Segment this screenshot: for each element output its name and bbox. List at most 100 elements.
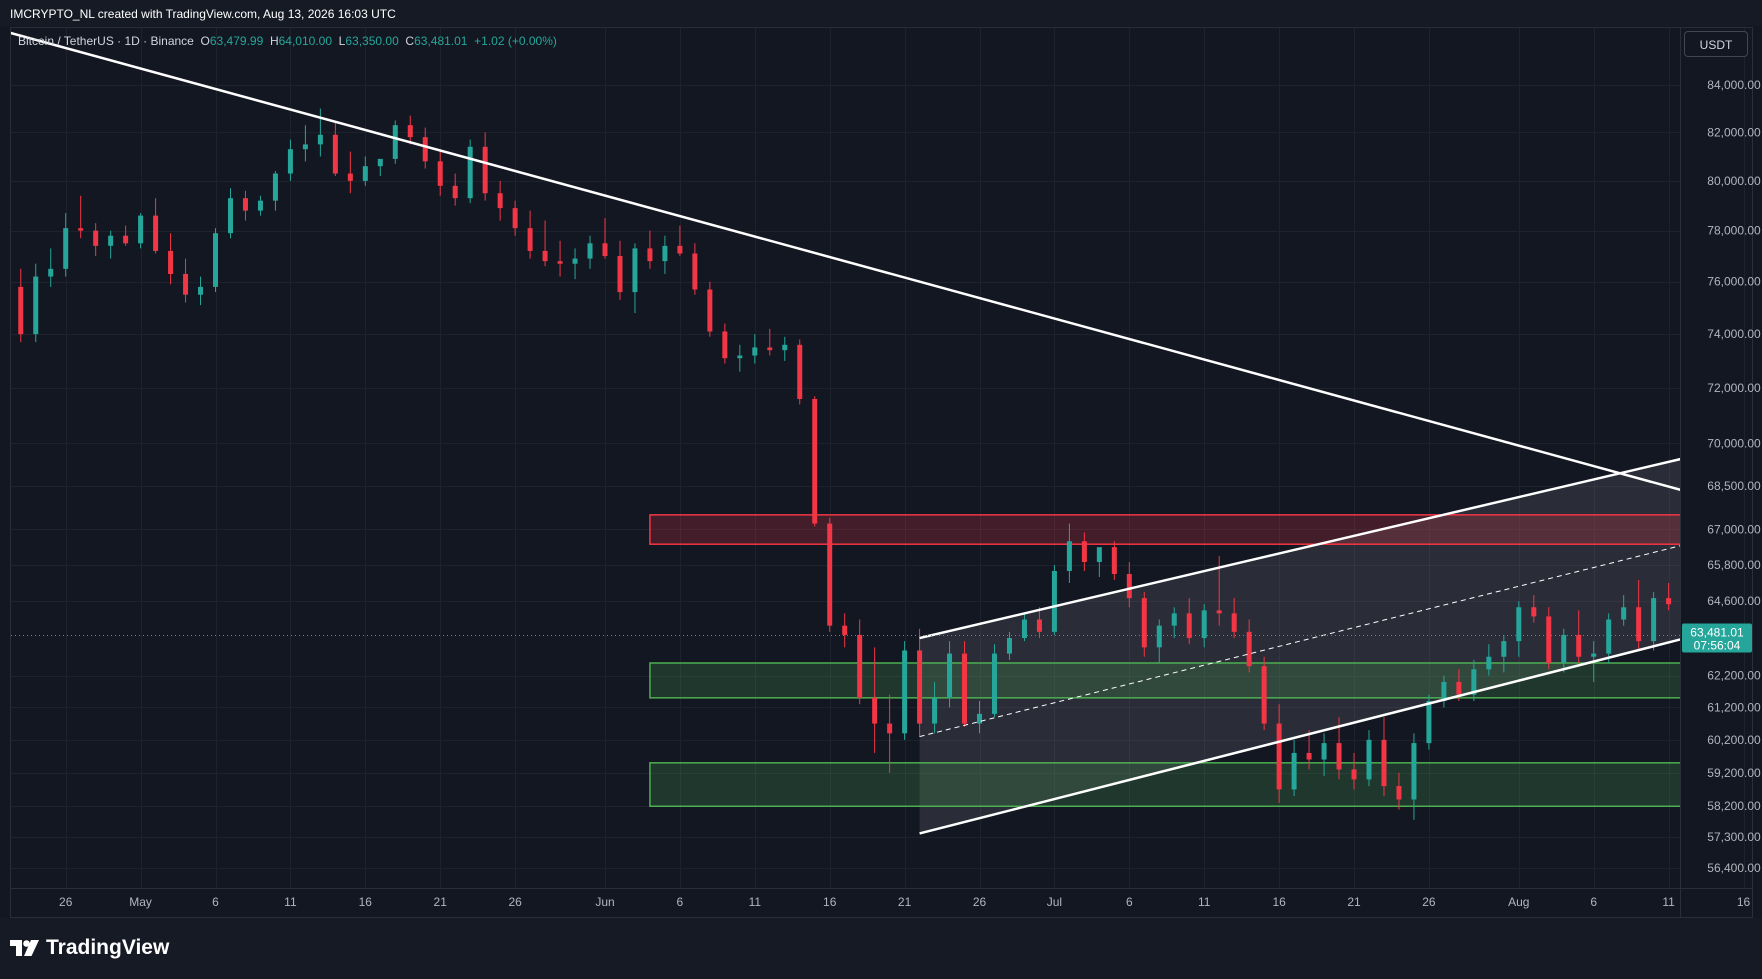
candle [782, 336, 788, 361]
support-zone-2 [649, 762, 1680, 807]
candle [677, 225, 683, 257]
price-tick-label: 62,200.00 [1707, 669, 1761, 683]
candle-body [677, 245, 683, 254]
candle [332, 122, 338, 176]
candle-body [557, 261, 563, 264]
candle [18, 268, 24, 343]
price-tick-label: 64,600.00 [1707, 594, 1761, 608]
footer-bar [0, 918, 1762, 979]
candle-body [1621, 607, 1627, 620]
candle-body [632, 248, 638, 293]
candle-body [692, 253, 698, 290]
candle-body [1651, 598, 1657, 642]
candle [991, 644, 997, 718]
candle [1186, 598, 1192, 645]
candle-body [587, 243, 593, 259]
candle-body [497, 193, 503, 209]
candle-body [1336, 743, 1342, 770]
downtrend-line [11, 31, 1680, 491]
time-tick-label: 26 [59, 895, 73, 909]
candle-body [1366, 739, 1372, 780]
candle-body [377, 158, 383, 167]
candle [302, 125, 308, 162]
candle [1231, 598, 1237, 639]
price-tick-label: 84,000.00 [1707, 78, 1761, 92]
candle-body [1021, 619, 1027, 639]
candle-body [1606, 619, 1612, 654]
candle-body [1441, 681, 1447, 702]
time-tick-label: 21 [434, 895, 448, 909]
price-axis: 84,000.00 82,000.00 80,000.00 78,000.00 76,0… [1707, 78, 1761, 875]
candle-body [962, 653, 968, 724]
plot-area [3, 31, 1686, 835]
candle-body [3, 287, 8, 337]
candle-body [1666, 598, 1672, 605]
candle-body [932, 697, 938, 724]
candle-body [1636, 607, 1642, 642]
symbol-legend[interactable]: Bitcoin / TetherUS · 1D · Binance O63,47… [18, 34, 557, 48]
candle-body [437, 161, 443, 186]
candle [272, 171, 278, 211]
candle [512, 200, 518, 236]
candle [1261, 656, 1267, 731]
candle-body [1141, 598, 1147, 648]
candle-body [392, 125, 398, 159]
price-tick-label: 76,000.00 [1707, 275, 1761, 289]
candle [572, 248, 578, 280]
support-zone-1 [649, 662, 1680, 699]
candle [242, 190, 248, 221]
candle-body [542, 250, 548, 262]
candle [872, 647, 878, 753]
time-tick-label: 6 [212, 895, 219, 909]
tradingview-logo[interactable]: TradingView [10, 936, 169, 960]
candle [33, 263, 39, 343]
time-tick-label: May [129, 895, 152, 909]
time-tick-label: 16 [359, 895, 373, 909]
candle [1441, 675, 1447, 708]
candle [138, 213, 144, 249]
candle-body [1516, 607, 1522, 642]
candle-body [1276, 723, 1282, 790]
attribution-text: IMCRYPTO_NL created with TradingView.com… [10, 7, 396, 21]
candle-body [602, 243, 608, 257]
price-tick-label: 60,200.00 [1707, 733, 1761, 747]
low-value: 63,350.00 [345, 34, 399, 48]
candle-body [317, 134, 323, 145]
candle [1681, 589, 1686, 613]
price-tick-label: 82,000.00 [1707, 125, 1761, 139]
channel-fill [919, 459, 1680, 834]
candle [752, 334, 758, 364]
time-tick-label: 16 [823, 895, 837, 909]
price-tick-label: 61,200.00 [1707, 700, 1761, 714]
candle [287, 139, 293, 181]
candle-body [1561, 634, 1567, 663]
candle-body [168, 250, 174, 274]
time-tick-label: 26 [973, 895, 987, 909]
candle [257, 195, 263, 216]
candle-body [452, 185, 458, 199]
candle-body [1186, 613, 1192, 639]
candle [1126, 562, 1132, 608]
candle [662, 235, 668, 274]
candle-body [1531, 607, 1537, 617]
time-tick-label: 6 [677, 895, 684, 909]
candle [78, 195, 84, 239]
time-tick-label: 21 [1347, 895, 1361, 909]
candle [1246, 619, 1252, 673]
high-value: 64,010.00 [278, 34, 332, 48]
candle [1531, 595, 1537, 623]
candle-body [1681, 595, 1686, 604]
candle-body [1291, 752, 1297, 790]
candle [1411, 733, 1417, 820]
channel-lower-line [919, 638, 1680, 835]
candle-body [1546, 616, 1552, 663]
candle-body [722, 331, 728, 359]
candle [1111, 541, 1117, 580]
candle-body [902, 650, 908, 734]
candle-body [1486, 656, 1492, 670]
currency-button[interactable]: USDT [1684, 31, 1748, 57]
candle-body [1081, 541, 1087, 563]
candle [1306, 730, 1312, 770]
resistance-zone-0 [649, 514, 1680, 545]
